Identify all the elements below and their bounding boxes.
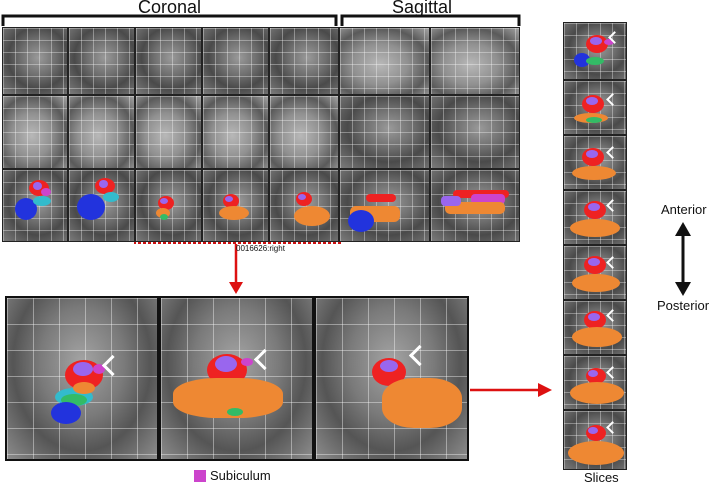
- mri-tile-segmented: [68, 169, 135, 242]
- mri-tile-coronal: [135, 95, 202, 169]
- slices-label: Slices: [584, 470, 619, 485]
- anterior-label: Anterior: [661, 202, 707, 217]
- mri-tile-segmented: [135, 169, 202, 242]
- mri-tile-sagittal: [430, 95, 520, 169]
- arrowhead-marker-icon: [606, 146, 619, 159]
- crop-caption: 0016626:right: [236, 244, 285, 253]
- mri-tile-segmented: [2, 169, 68, 242]
- mri-tile-coronal: [202, 27, 269, 95]
- mri-tile-coronal: [135, 27, 202, 95]
- arrowhead-marker-icon: [606, 256, 619, 269]
- legend-label: Subiculum: [210, 468, 271, 483]
- mri-tile-segmented: [202, 169, 269, 242]
- arrowhead-marker-icon: [101, 354, 124, 377]
- mri-tile-segmented: [430, 169, 520, 242]
- mri-tile-coronal: [2, 27, 68, 95]
- slice-tile: [563, 355, 627, 410]
- subiculum-swatch: [194, 470, 206, 482]
- slice-tile: [563, 22, 627, 80]
- mri-tile-coronal: [2, 95, 68, 169]
- enlarged-view: [159, 296, 314, 461]
- arrowhead-marker-icon: [408, 344, 431, 367]
- enlarged-view: [314, 296, 469, 461]
- arrowhead-marker-icon: [606, 93, 619, 106]
- mri-tile-coronal: [68, 27, 135, 95]
- enlarged-view: [5, 296, 159, 461]
- slice-tile: [563, 300, 627, 355]
- mri-tile-segmented: [339, 169, 430, 242]
- mri-tile-coronal: [269, 95, 339, 169]
- mri-tile-coronal: [68, 95, 135, 169]
- slice-tile: [563, 190, 627, 245]
- mri-tile-coronal: [269, 27, 339, 95]
- arrowhead-marker-icon: [253, 348, 276, 371]
- arrowhead-marker-icon: [606, 199, 619, 212]
- posterior-label: Posterior: [657, 298, 710, 313]
- mri-tile-segmented: [269, 169, 339, 242]
- arrowhead-marker-icon: [606, 309, 619, 322]
- slice-tile: [563, 245, 627, 300]
- mri-tile-coronal: [202, 95, 269, 169]
- sagittal-header: Sagittal: [392, 0, 453, 17]
- arrowhead-marker-icon: [606, 366, 619, 379]
- slice-tile: [563, 410, 627, 470]
- slice-tile: [563, 80, 627, 135]
- slice-tile: [563, 135, 627, 190]
- mri-tile-sagittal: [339, 27, 430, 95]
- coronal-header: Coronal: [138, 0, 202, 17]
- mri-tile-sagittal: [430, 27, 520, 95]
- arrowhead-marker-icon: [606, 421, 619, 434]
- mri-tile-sagittal: [339, 95, 430, 169]
